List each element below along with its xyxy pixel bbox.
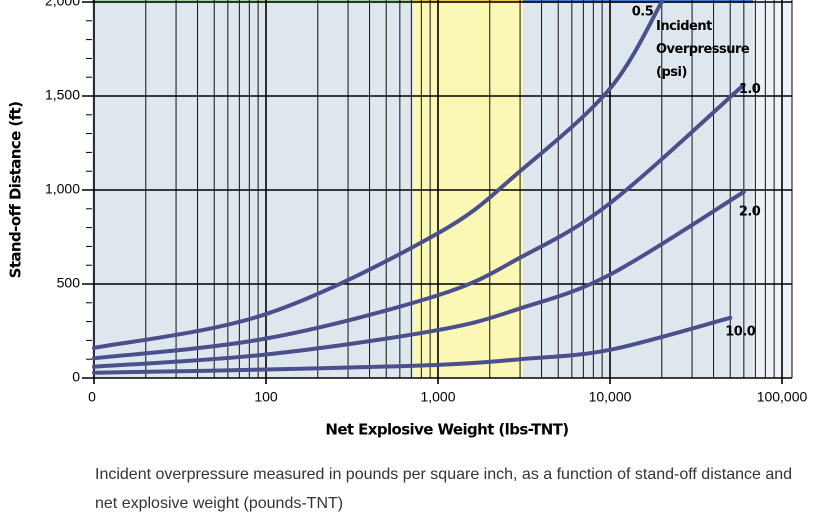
- curve: [92, 82, 746, 361]
- annotation: Incident Overpressure (psi): [656, 19, 750, 80]
- annotation-line: Incident: [656, 19, 712, 34]
- annotation-line: (psi): [656, 65, 687, 80]
- curve-label: 2.0: [739, 204, 761, 219]
- x-tick-label: 100,000: [757, 389, 808, 405]
- x-tick-label: 0: [88, 389, 96, 405]
- x-axis-title: Net Explosive Weight (lbs-TNT): [325, 421, 568, 439]
- plot-background-right: [753, 0, 792, 378]
- x-tick-label: 10,000: [589, 389, 632, 405]
- curve: [92, 315, 733, 375]
- curve-label: 0.5: [632, 5, 654, 20]
- caption: Incident overpressure measured in pounds…: [95, 466, 793, 512]
- curve: [92, 189, 746, 369]
- x-tick-label: 1,000: [420, 389, 455, 405]
- x-tick-label: 100: [254, 389, 278, 405]
- y-tick-label: 0: [72, 369, 80, 385]
- y-axis-title: Stand-off Distance (ft): [7, 102, 25, 279]
- annotation-line: Overpressure: [656, 42, 750, 57]
- y-tick-label: 500: [57, 275, 81, 291]
- curve: [92, 0, 664, 350]
- curve-label: 1.0: [739, 82, 761, 97]
- y-tick-label: 2,000: [45, 0, 80, 9]
- curve-label: 10.0: [725, 324, 756, 339]
- curves: [92, 0, 746, 375]
- y-tick-label: 1,500: [45, 87, 80, 103]
- grid: [82, 0, 793, 384]
- y-tick-label: 1,000: [45, 181, 80, 197]
- highlight-band: [413, 0, 523, 378]
